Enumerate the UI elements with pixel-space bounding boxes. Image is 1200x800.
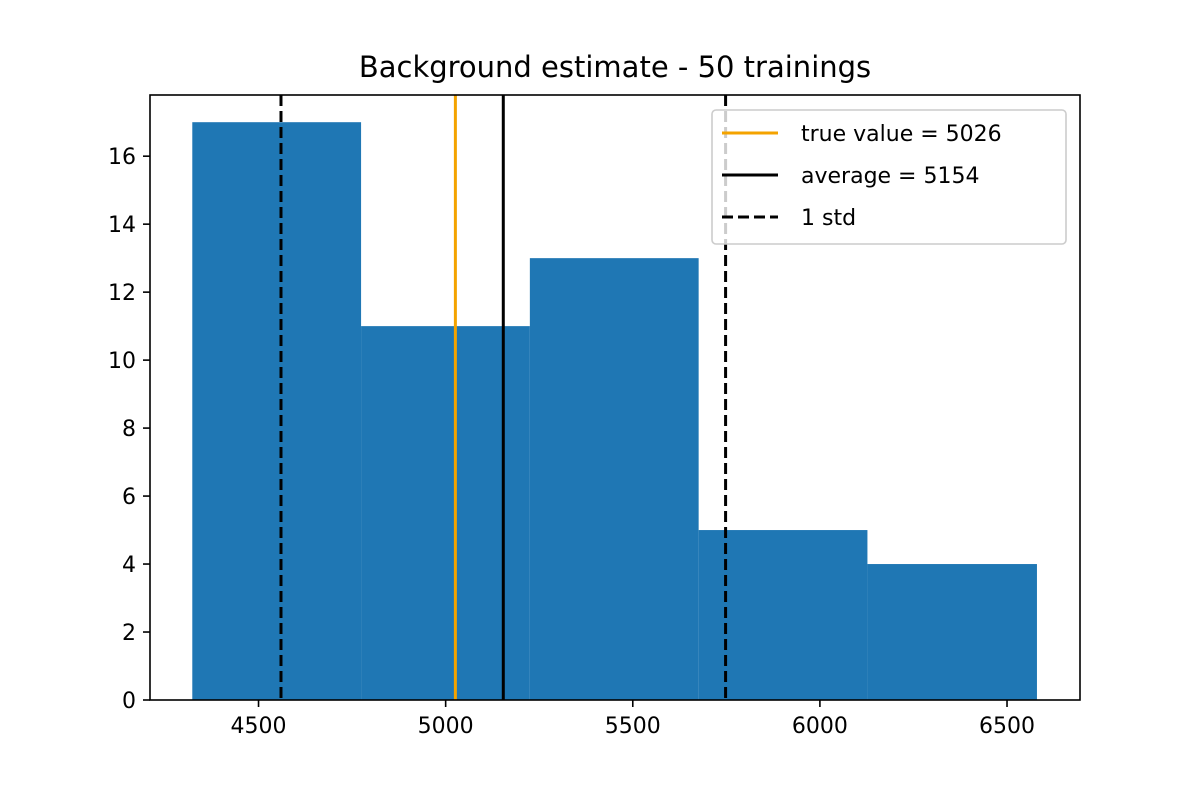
y-tick-label: 16 [108,145,136,170]
histogram-bar [698,530,868,700]
histogram-bar [361,326,530,700]
x-axis-ticks: 4500 5000 5500 6000 6500 [231,700,1035,739]
histogram-bar [867,564,1037,700]
y-tick-label: 14 [108,213,136,238]
y-tick-label: 10 [108,349,136,374]
y-axis-ticks: 0 2 4 6 8 10 12 14 16 [108,145,150,714]
x-tick-label: 5000 [418,714,474,739]
histogram-bar [529,258,699,700]
histogram-bar [192,122,362,700]
legend-label: true value = 5026 [801,122,1002,147]
y-tick-label: 12 [108,281,136,306]
legend: true value = 5026 average = 5154 1 std [711,109,1067,245]
chart-title: Background estimate - 50 trainings [359,50,871,84]
legend-label: average = 5154 [801,164,979,189]
axes-frame [149,94,1081,701]
y-tick-label: 2 [122,621,136,646]
y-tick-label: 4 [122,553,136,578]
legend-label: 1 std [801,206,856,231]
x-tick-label: 4500 [231,714,287,739]
x-tick-label: 5500 [605,714,661,739]
y-tick-label: 0 [122,689,136,714]
y-tick-label: 6 [122,485,136,510]
x-tick-label: 6000 [792,714,848,739]
x-tick-label: 6500 [979,714,1035,739]
legend-box [711,109,1067,245]
y-tick-label: 8 [122,417,136,442]
